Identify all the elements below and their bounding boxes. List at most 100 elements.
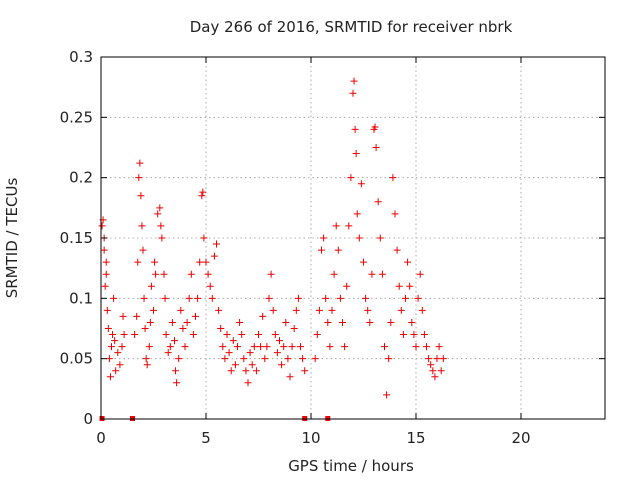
data-point-marker	[240, 355, 248, 363]
y-axis-ticks: 0 0.05 0.1 0.15 0.2 0.25 0.3	[60, 48, 605, 428]
data-point-marker	[292, 306, 300, 314]
data-point-marker	[157, 222, 165, 230]
data-point-marker	[114, 349, 122, 357]
data-point-marker	[395, 282, 403, 290]
x-axis-ticks: 0 5 10 15 20	[96, 57, 531, 447]
x-tick-label: 5	[201, 429, 211, 447]
data-point-marker	[166, 343, 174, 351]
data-point-marker	[297, 343, 304, 351]
data-point-marker	[242, 367, 250, 375]
data-point-marker	[200, 234, 208, 242]
data-point-marker	[328, 306, 336, 314]
data-point-marker	[105, 355, 113, 363]
data-point-marker	[334, 246, 342, 254]
data-point-marker	[435, 343, 443, 351]
data-point-marker	[238, 331, 246, 339]
data-point-marker	[410, 331, 418, 339]
data-point-marker	[102, 270, 110, 278]
data-point-marker	[131, 331, 139, 339]
data-point-marker	[352, 150, 360, 158]
data-point-marker	[135, 174, 143, 182]
data-point-marker	[330, 270, 338, 278]
data-point-marker	[250, 343, 258, 351]
data-point-marker	[294, 294, 302, 302]
data-point-marker	[185, 294, 193, 302]
data-point-marker	[387, 318, 395, 326]
data-point-marker	[414, 294, 422, 302]
data-point-marker	[104, 325, 112, 332]
data-point-marker	[143, 361, 151, 369]
data-point-marker	[187, 270, 195, 278]
y-tick-label: 0	[83, 410, 93, 428]
data-point-marker	[120, 331, 128, 339]
data-point-marker	[154, 210, 162, 218]
data-point-marker	[271, 331, 279, 339]
data-point-marker	[160, 270, 168, 278]
x-tick-label: 0	[96, 429, 106, 447]
data-point-marker	[145, 343, 153, 351]
data-point-marker	[267, 270, 275, 278]
data-point-marker	[161, 294, 169, 302]
data-point-marker	[137, 192, 145, 200]
data-point-marker	[280, 343, 288, 351]
data-point-marker	[255, 331, 262, 339]
data-point-marker	[425, 355, 433, 363]
data-point-marker	[147, 282, 155, 290]
data-point-marker	[257, 343, 265, 351]
data-point-marker	[136, 159, 144, 167]
data-point-marker	[152, 270, 160, 278]
data-point-marker	[141, 325, 149, 332]
data-point-marker	[420, 331, 428, 339]
data-point-marker	[234, 343, 241, 351]
data-point-marker	[106, 373, 114, 381]
data-point-marker	[408, 318, 416, 326]
data-point-marker	[213, 240, 220, 248]
data-point-marker	[142, 355, 150, 363]
data-point-marker	[427, 361, 435, 369]
data-point-marker	[103, 306, 111, 314]
data-point-marker	[351, 125, 359, 133]
y-tick-label: 0.05	[60, 350, 93, 368]
data-point-marker	[221, 355, 229, 363]
data-point-marker	[194, 294, 202, 302]
data-point-marker	[439, 355, 447, 363]
data-point-marker	[399, 331, 407, 339]
data-point-marker	[138, 222, 146, 230]
data-point-marker	[198, 192, 206, 200]
data-point-marker	[118, 343, 126, 351]
data-point-marker	[383, 391, 391, 399]
data-point-marker	[217, 325, 225, 332]
y-tick-label: 0.15	[60, 229, 93, 247]
data-point-marker	[404, 258, 412, 266]
data-point-marker	[116, 361, 124, 369]
data-point-marker	[265, 294, 273, 302]
data-point-marker	[412, 343, 420, 351]
data-point-marker	[286, 373, 294, 381]
data-point-marker	[151, 258, 159, 266]
data-point-marker	[406, 282, 414, 290]
data-point-marker	[364, 306, 372, 314]
data-point-marker	[231, 361, 239, 369]
data-point-marker	[397, 306, 405, 314]
data-point-marker	[299, 355, 307, 363]
data-point-marker	[362, 294, 370, 302]
data-point-marker	[371, 123, 379, 131]
data-point-marker	[278, 361, 286, 369]
data-point-marker	[391, 210, 399, 218]
data-point-marker	[353, 210, 361, 218]
data-point-marker	[313, 331, 321, 339]
data-point-marker	[202, 258, 210, 266]
data-point-marker	[215, 306, 223, 314]
data-point-marker	[236, 318, 244, 326]
data-point-marker	[246, 349, 254, 357]
data-point-marker	[177, 306, 185, 314]
data-point-marker	[181, 343, 189, 351]
y-tick-label: 0.3	[69, 48, 93, 66]
data-point-marker	[244, 379, 252, 387]
x-axis-title: GPS time / hours	[288, 457, 414, 475]
y-axis-title: SRMTID / TECUs	[3, 178, 21, 299]
data-point-marker	[381, 343, 388, 351]
data-point-marker	[393, 246, 401, 254]
data-point-marker	[134, 258, 142, 266]
